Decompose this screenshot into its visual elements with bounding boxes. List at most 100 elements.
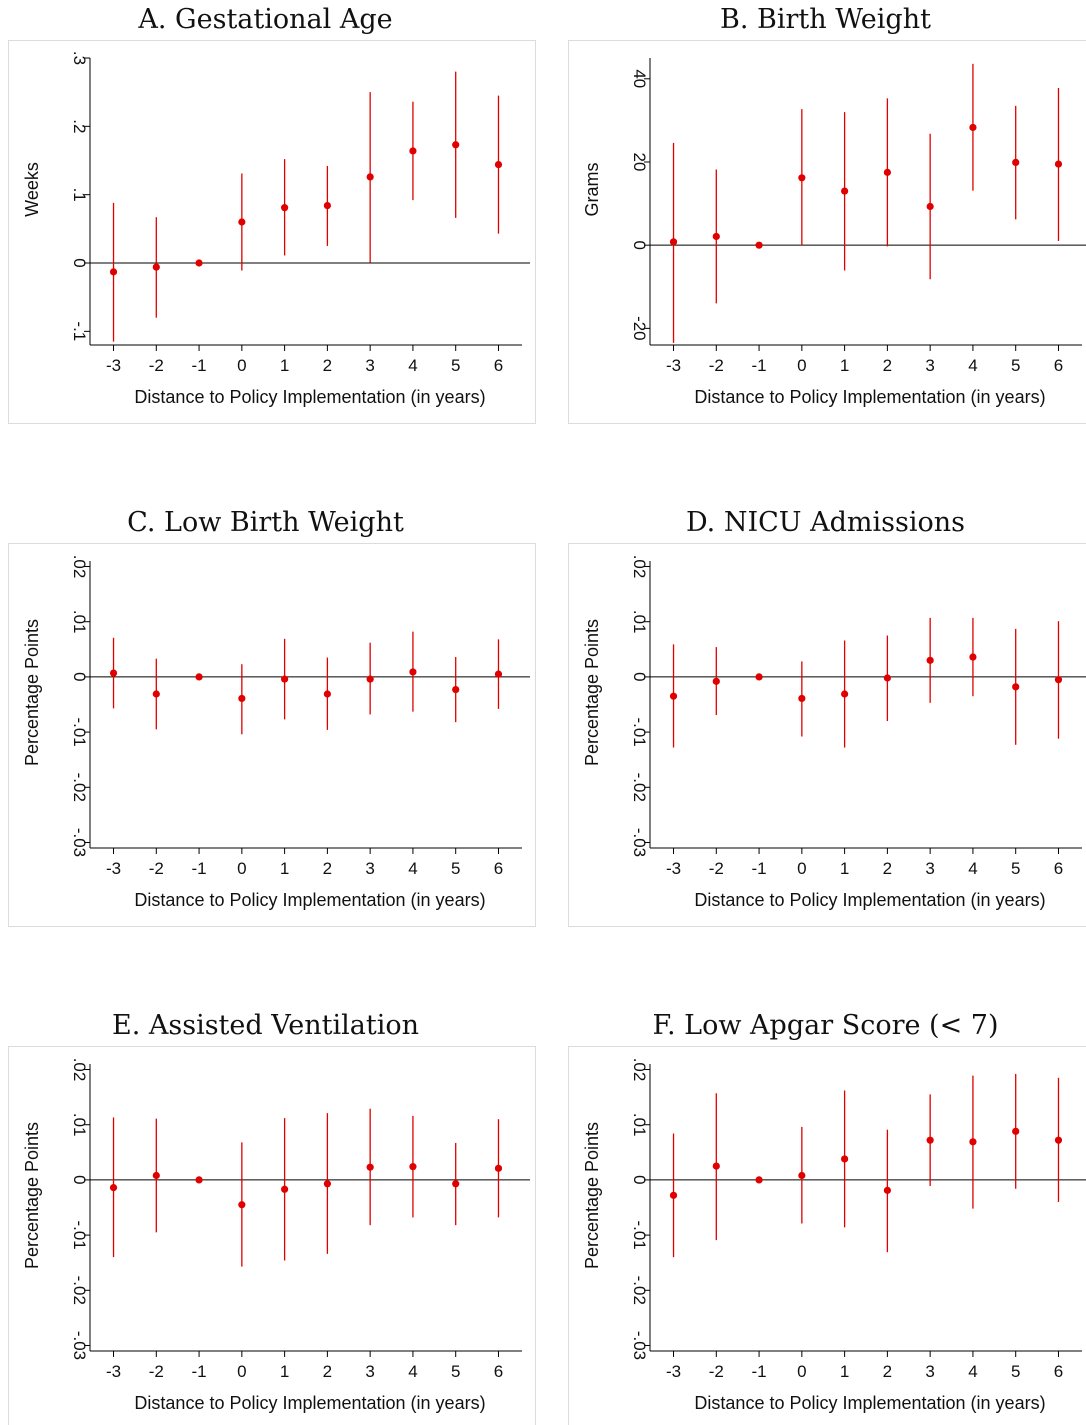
- y-tick-label: .02: [630, 1058, 649, 1082]
- y-tick-label: -.02: [630, 1276, 649, 1305]
- x-tick-label: 1: [280, 1362, 289, 1381]
- point-estimate: [109, 1184, 118, 1192]
- point-estimate: [798, 694, 806, 703]
- y-tick-label: -.01: [70, 1220, 89, 1249]
- y-tick-label: 0: [630, 1175, 649, 1184]
- x-tick-label: 3: [365, 1362, 374, 1381]
- x-tick-label: 6: [1054, 356, 1063, 375]
- y-axis-title: Percentage Points: [22, 1122, 42, 1269]
- point-estimate: [409, 668, 417, 676]
- x-tick-label: 5: [1011, 859, 1020, 878]
- y-axis-title: Percentage Points: [582, 619, 602, 766]
- chart-panel-5: E. Assisted Ventilation -.03 -.02 -.01 0 .01.…: [8, 1010, 536, 1425]
- point-estimate: [841, 690, 849, 698]
- y-tick-label: 20: [630, 153, 649, 172]
- x-axis-title: Distance to Policy Implementation (in ye…: [134, 890, 485, 910]
- y-tick-label: .2: [70, 119, 89, 133]
- point-estimate: [195, 1176, 203, 1184]
- x-tick-label: -1: [192, 1362, 207, 1381]
- x-tick-label: -1: [752, 859, 767, 878]
- point-estimate: [195, 673, 203, 681]
- point-estimate: [1012, 158, 1020, 167]
- y-tick-label: -.03: [630, 828, 649, 857]
- point-estimate: [281, 1185, 289, 1193]
- point-estimate: [712, 677, 720, 685]
- point-estimate: [238, 1201, 246, 1209]
- point-estimate: [366, 1163, 374, 1171]
- panel-title: F. Low Apgar Score (< 7): [652, 1010, 998, 1041]
- x-tick-label: 4: [408, 1362, 417, 1381]
- x-tick-label: 6: [494, 859, 503, 878]
- point-estimate: [1012, 1127, 1020, 1135]
- point-estimate: [109, 268, 118, 276]
- y-tick-label: .01: [630, 610, 649, 634]
- point-estimate: [798, 1171, 806, 1180]
- point-estimate: [669, 1191, 678, 1199]
- y-axis-title: Percentage Points: [582, 1122, 602, 1269]
- y-tick-label: .01: [70, 1113, 89, 1137]
- x-tick-label: 5: [451, 356, 460, 375]
- x-tick-label: 1: [280, 859, 289, 878]
- point-estimate: [1054, 160, 1063, 168]
- chart-panel-1: A. Gestational Age -.1 0 .1 .2 .3 Weeks -3 -2 -1 0…: [8, 4, 536, 424]
- panel-title: A. Gestational Age: [137, 4, 392, 35]
- y-tick-label: .1: [70, 188, 89, 202]
- y-tick-label: -.01: [630, 1220, 649, 1249]
- x-axis-title: Distance to Policy Implementation (in ye…: [694, 890, 1045, 910]
- x-tick-label: -1: [752, 1362, 767, 1381]
- x-tick-label: 1: [280, 356, 289, 375]
- y-tick-label: 40: [630, 69, 649, 88]
- x-axis-title: Distance to Policy Implementation (in ye…: [134, 1393, 485, 1413]
- point-estimate: [969, 123, 977, 132]
- point-estimate: [152, 690, 160, 698]
- x-axis-title: Distance to Policy Implementation (in ye…: [694, 1393, 1045, 1413]
- y-tick-label: -.03: [70, 828, 89, 857]
- x-tick-label: 6: [1054, 1362, 1063, 1381]
- chart-panel-3: C. Low Birth Weight -.03 -.02 -.01 0 .01 .02 Pe…: [8, 507, 536, 927]
- x-tick-label: 4: [408, 859, 417, 878]
- point-estimate: [1054, 1136, 1063, 1144]
- x-tick-label: -1: [192, 356, 207, 375]
- plot-frame: [568, 40, 1086, 424]
- x-tick-label: -3: [106, 356, 121, 375]
- x-tick-label: -2: [709, 1362, 724, 1381]
- point-estimate: [926, 202, 934, 211]
- x-tick-label: -2: [709, 356, 724, 375]
- x-tick-label: 1: [840, 859, 849, 878]
- x-tick-label: 6: [494, 356, 503, 375]
- y-tick-label: -.1: [70, 321, 89, 341]
- x-tick-label: 5: [451, 1362, 460, 1381]
- panel-title: E. Assisted Ventilation: [112, 1010, 419, 1041]
- point-estimate: [755, 241, 763, 249]
- x-tick-label: -2: [149, 859, 164, 878]
- point-estimate: [712, 232, 720, 241]
- x-tick-label: 6: [494, 1362, 503, 1381]
- point-estimate: [323, 690, 331, 698]
- x-tick-label: 0: [797, 859, 806, 878]
- x-tick-label: 4: [968, 356, 977, 375]
- point-estimate: [755, 1176, 763, 1184]
- point-estimate: [669, 692, 678, 700]
- x-tick-label: 2: [323, 1362, 332, 1381]
- y-tick-label: 0: [70, 1175, 89, 1184]
- point-estimate: [152, 263, 160, 271]
- y-tick-label: .3: [70, 51, 89, 65]
- plot-frame: [8, 1046, 536, 1425]
- x-tick-label: 4: [968, 1362, 977, 1381]
- point-estimate: [452, 685, 460, 694]
- plot-frame: [568, 543, 1086, 927]
- x-tick-label: 2: [323, 859, 332, 878]
- point-estimate: [323, 202, 331, 210]
- y-axis-title: Weeks: [22, 162, 42, 217]
- x-tick-label: 1: [840, 1362, 849, 1381]
- x-tick-label: 0: [797, 356, 806, 375]
- point-estimate: [281, 675, 289, 683]
- chart-panel-6: F. Low Apgar Score (< 7) -.03 -.02 -.01 0 .01…: [568, 1010, 1086, 1425]
- point-estimate: [281, 204, 289, 212]
- x-tick-label: -3: [666, 356, 681, 375]
- x-tick-label: 3: [925, 1362, 934, 1381]
- x-tick-label: 3: [925, 356, 934, 375]
- x-tick-label: 0: [797, 1362, 806, 1381]
- x-tick-label: 4: [408, 356, 417, 375]
- point-estimate: [926, 1136, 934, 1144]
